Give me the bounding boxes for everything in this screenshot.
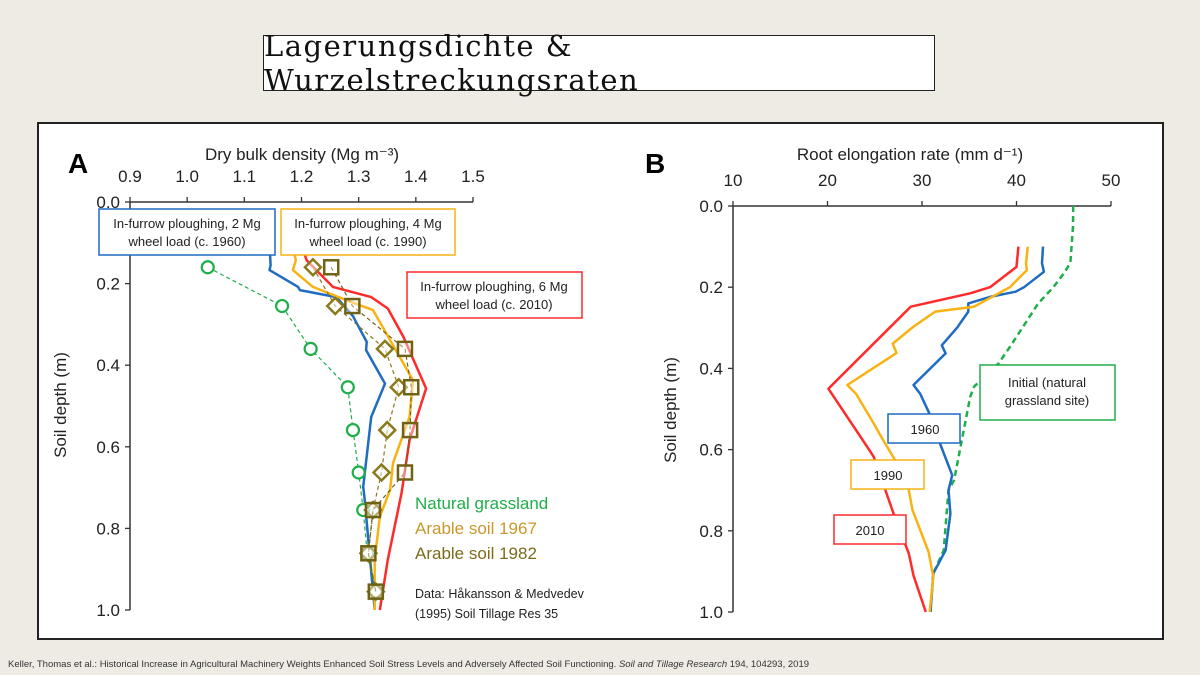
annotation-2010-line1: In-furrow ploughing, 6 Mg — [420, 279, 567, 294]
chart-b-y-tick-label: 0.0 — [699, 197, 723, 216]
chart-a-x-tick-label: 0.9 — [118, 167, 142, 186]
label-1960: 1960 — [911, 422, 940, 437]
legend-natural-grassland: Natural grassland — [415, 494, 548, 513]
chart-a-point-square — [344, 297, 361, 315]
chart-a-point-circle — [274, 298, 290, 314]
chart-a-point-circle — [345, 422, 361, 438]
citation-ref: 194, 104293, 2019 — [729, 659, 810, 670]
annotation-2010-line2: wheel load (c. 2010) — [434, 297, 552, 312]
chart-b-series-line-3 — [827, 246, 1020, 613]
chart-a-point-square — [403, 378, 420, 396]
annotation-1960-line2: wheel load (c. 1960) — [127, 234, 245, 249]
label-1990-box: 1990 — [850, 459, 925, 490]
slide-title: Lagerungsdichte & Wurzelstreckungsraten — [264, 29, 640, 97]
chart-a-point-diamond — [375, 339, 395, 359]
chart-a-series-line-4 — [312, 267, 400, 592]
annotation-1990-line1: In-furrow ploughing, 4 Mg — [294, 216, 441, 231]
chart-b-y-tick-label: 1.0 — [699, 603, 723, 622]
chart-b-y-tick-label: 0.8 — [699, 522, 723, 541]
chart-a-y-tick-label: 0.2 — [96, 275, 120, 294]
slide-title-box: Lagerungsdichte & Wurzelstreckungsraten — [263, 29, 935, 97]
panel-letter-a: A — [68, 148, 88, 179]
label-2010-box: 2010 — [833, 514, 907, 545]
chart-a-series-line-2 — [303, 254, 428, 611]
chart-a-point-square — [396, 464, 414, 481]
annotation-1990-line2: wheel load (c. 1990) — [308, 234, 426, 249]
chart-a-point-square — [367, 583, 385, 600]
chart-a-point-circle — [340, 380, 355, 395]
chart-a-point-square — [401, 421, 419, 439]
chart-b-series — [827, 205, 1075, 613]
chart-b-series-line-2 — [846, 246, 1030, 613]
annotation-initial-box: Initial (natural grassland site) — [979, 364, 1116, 421]
chart-a-y-tick-label: 1.0 — [96, 601, 120, 620]
citation-footer: Keller, Thomas et al.: Historical Increa… — [8, 659, 809, 670]
legend-arable-1982: Arable soil 1982 — [415, 544, 537, 563]
legend-arable-1967: Arable soil 1967 — [415, 519, 537, 538]
chart-b-xlabel: Root elongation rate (mm d⁻¹) — [797, 145, 1023, 164]
annotation-initial-line2: grassland site) — [1005, 393, 1090, 408]
chart-b-y-tick-label: 0.4 — [699, 359, 723, 378]
chart-b-ylabel: Soil depth (m) — [661, 357, 680, 463]
chart-a-point-diamond — [303, 257, 323, 278]
chart-a-x-tick-label: 1.0 — [175, 167, 199, 186]
label-2010: 2010 — [856, 523, 885, 538]
chart-a-series-line-5 — [330, 267, 412, 592]
chart-b-y-tick-label: 0.2 — [699, 278, 723, 297]
chart-b-x-tick-label: 30 — [913, 171, 932, 190]
chart-a-point-diamond — [371, 462, 392, 483]
chart-b-x-tick-label: 10 — [724, 171, 743, 190]
chart-b-series-line-0 — [929, 205, 1075, 613]
chart-b-x-tick-label: 40 — [1007, 171, 1026, 190]
chart-a-point-square — [364, 501, 382, 519]
label-1960-box: 1960 — [887, 413, 961, 444]
chart-b-axes: 10 20 30 40 50 0.0 0.2 0.4 0.6 0.8 1.0 — [699, 171, 1120, 622]
chart-a-y-tick-label: 0.4 — [96, 356, 120, 375]
chart-a-point-diamond — [377, 420, 398, 440]
chart-a-x-tick-label: 1.3 — [347, 167, 371, 186]
annotation-1990-box: In-furrow ploughing, 4 Mg wheel load (c.… — [280, 208, 456, 256]
chart-a-y-tick-label: 0.8 — [96, 519, 120, 538]
panel-letter-b: B — [645, 148, 665, 179]
chart-a-y-tick-label: 0.0 — [96, 193, 120, 212]
chart-a-axes: 0.9 1.0 1.1 1.2 1.3 1.4 1.5 0.0 0.2 0.4 0.6 0.8 1.0 — [96, 167, 484, 620]
data-source-line1: Data: Håkansson & Medvedev — [415, 587, 585, 601]
data-source-line2: (1995) Soil Tillage Res 35 — [415, 607, 558, 621]
annotation-1960-line1: In-furrow ploughing, 2 Mg — [113, 216, 260, 231]
chart-a-y-tick-label: 0.6 — [96, 438, 120, 457]
chart-a-point-diamond — [325, 296, 345, 316]
chart-a-x-tick-label: 1.1 — [233, 167, 257, 186]
chart-b-y-tick-label: 0.6 — [699, 441, 723, 460]
annotation-1960-box: In-furrow ploughing, 2 Mg wheel load (c.… — [98, 208, 276, 256]
label-1990: 1990 — [874, 468, 903, 483]
chart-a-x-tick-label: 1.5 — [461, 167, 485, 186]
chart-a-point-square — [360, 545, 377, 562]
chart-a-point-circle — [303, 341, 318, 356]
chart-a-point-circle — [351, 465, 366, 480]
chart-a-series — [200, 254, 428, 611]
annotation-2010-box: In-furrow ploughing, 6 Mg wheel load (c.… — [406, 271, 583, 319]
chart-b-x-tick-label: 50 — [1102, 171, 1121, 190]
citation-main: Keller, Thomas et al.: Historical Increa… — [8, 659, 617, 670]
chart-a-ylabel: Soil depth (m) — [51, 352, 70, 458]
chart-a-x-tick-label: 1.4 — [404, 167, 428, 186]
figure-panel — [37, 122, 1164, 640]
chart-b-series-line-1 — [912, 246, 1046, 613]
chart-a-x-tick-label: 1.2 — [290, 167, 314, 186]
chart-b-x-tick-label: 20 — [818, 171, 837, 190]
annotation-initial-line1: Initial (natural — [1008, 375, 1086, 390]
citation-journal: Soil and Tillage Research — [618, 659, 728, 670]
chart-a-point-circle — [200, 260, 215, 275]
chart-a-point-square — [322, 259, 340, 276]
chart-a-xlabel: Dry bulk density (Mg m⁻³) — [205, 145, 399, 164]
chart-a-point-square — [396, 340, 414, 358]
